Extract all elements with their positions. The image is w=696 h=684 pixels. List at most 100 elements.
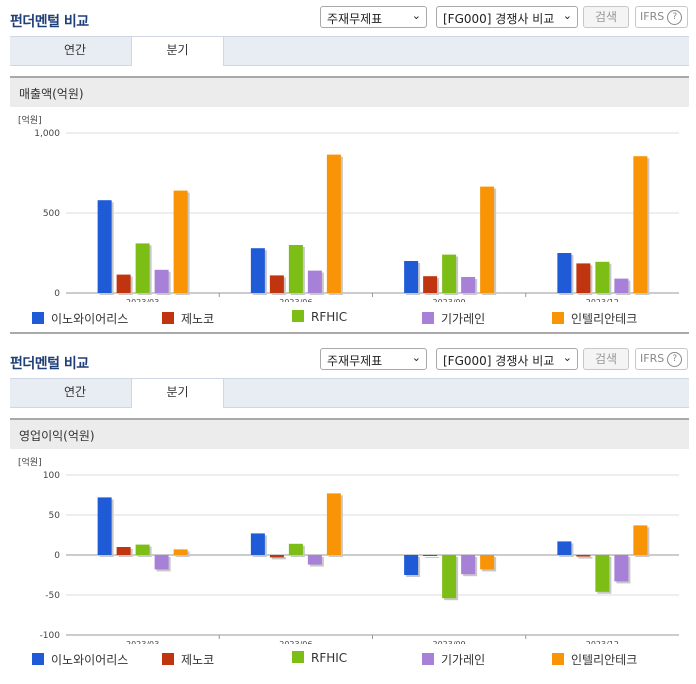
legend-swatch: [292, 651, 304, 663]
bar: [633, 525, 648, 555]
legend-item: 인텔리안테크: [552, 651, 637, 668]
help-icon: ?: [667, 351, 683, 367]
fundamental-panel-revenue: 펀더멘털 비교 주재무제표 ⌄ [FG000] 경쟁사 비교 ⌄ 검색 IFRS…: [0, 0, 696, 340]
tab-annual[interactable]: 연간: [63, 385, 87, 399]
legend-swatch: [32, 653, 44, 665]
legend-item: 기가레인: [422, 310, 485, 327]
x-tick-label: 2023/06: [279, 640, 312, 644]
legend-item: RFHIC: [292, 310, 347, 324]
bar: [404, 261, 419, 293]
bar: [595, 555, 610, 592]
x-tick-label: 2023/09: [433, 640, 466, 644]
legend-swatch: [162, 653, 174, 665]
bar: [442, 555, 457, 599]
chevron-down-icon: ⌄: [411, 351, 421, 364]
bar: [576, 263, 591, 293]
bar: [326, 154, 341, 293]
bar: [442, 254, 457, 293]
bar: [614, 555, 629, 582]
legend-swatch: [422, 653, 434, 665]
ifrs-label: IFRS: [640, 10, 665, 23]
bar: [423, 276, 438, 293]
bar: [288, 543, 303, 555]
bar: [173, 549, 188, 555]
chevron-down-icon: ⌄: [562, 9, 572, 22]
statement-select[interactable]: 주재무제표 ⌄: [320, 6, 427, 28]
ifrs-help-button[interactable]: IFRS?: [635, 348, 688, 370]
x-tick-label: 2023/09: [433, 298, 466, 302]
statement-select[interactable]: 주재무제표 ⌄: [320, 348, 427, 370]
y-tick-label: 50: [49, 511, 61, 521]
fundamental-panel-operating-profit: 펀더멘털 비교 주재무제표 ⌄ [FG000] 경쟁사 비교 ⌄ 검색 IFRS…: [0, 342, 696, 684]
bar: [461, 277, 476, 293]
ifrs-help-button[interactable]: IFRS?: [635, 6, 688, 28]
y-tick-label: 1,000: [34, 129, 60, 139]
bar: [480, 186, 495, 293]
legend-swatch: [552, 653, 564, 665]
legend-swatch: [552, 312, 564, 324]
bar: [480, 555, 495, 570]
bar: [404, 555, 419, 575]
compare-select-value: [FG000] 경쟁사 비교: [443, 354, 555, 368]
legend-item: RFHIC: [292, 651, 347, 665]
legend-swatch: [162, 312, 174, 324]
compare-select[interactable]: [FG000] 경쟁사 비교 ⌄: [436, 348, 578, 370]
section-title: 매출액(억원): [19, 87, 84, 101]
revenue-bar-chart: [억원] 0 500 1,000 2023/03 2023/06 2023/09 2023/1…: [18, 114, 679, 302]
tab-quarterly[interactable]: 분기: [131, 378, 224, 408]
legend-item: 이노와이어리스: [32, 310, 128, 327]
x-tick-label: 2023/12: [586, 640, 619, 644]
legend-item: 기가레인: [422, 651, 485, 668]
section-title: 영업이익(억원): [19, 429, 95, 443]
chevron-down-icon: ⌄: [562, 351, 572, 364]
bar: [633, 156, 648, 293]
compare-select-value: [FG000] 경쟁사 비교: [443, 12, 555, 26]
y-tick-label: 0: [54, 551, 60, 561]
bar: [461, 555, 476, 575]
chart-legend: 이노와이어리스 제노코 RFHIC 기가레인 인텔리안테크: [10, 310, 689, 328]
chart-legend: 이노와이어리스 제노코 RFHIC 기가레인 인텔리안테크: [10, 651, 689, 669]
bar: [557, 541, 572, 555]
bar: [269, 555, 284, 558]
y-tick-label: 0: [54, 289, 60, 299]
bar: [557, 253, 572, 293]
ifrs-label: IFRS: [640, 352, 665, 365]
chevron-down-icon: ⌄: [411, 9, 421, 22]
legend-item: 인텔리안테크: [552, 310, 637, 327]
tab-quarterly[interactable]: 분기: [131, 36, 224, 66]
section-header: 영업이익(억원): [10, 418, 689, 449]
bar-shadow: [578, 557, 593, 559]
x-tick-label: 2023/12: [586, 298, 619, 302]
bar: [116, 274, 131, 293]
panel-title: 펀더멘털 비교: [10, 14, 89, 30]
bar: [97, 497, 112, 555]
bar: [135, 544, 150, 555]
y-axis-unit-label: [억원]: [18, 456, 42, 468]
bar: [307, 555, 322, 565]
legend-item: 이노와이어리스: [32, 651, 128, 668]
bar: [288, 245, 303, 293]
bar: [307, 270, 322, 293]
bar: [97, 200, 112, 293]
legend-swatch: [292, 310, 304, 322]
search-button[interactable]: 검색: [583, 6, 629, 28]
bar: [250, 533, 265, 555]
help-icon: ?: [667, 9, 683, 25]
y-tick-label: -100: [40, 631, 61, 641]
x-tick-label: 2023/06: [279, 298, 312, 302]
y-tick-label: -50: [45, 591, 60, 601]
bar-shadow: [271, 557, 286, 560]
statement-select-value: 주재무제표: [327, 12, 383, 26]
tab-annual[interactable]: 연간: [63, 43, 87, 57]
compare-select[interactable]: [FG000] 경쟁사 비교 ⌄: [436, 6, 578, 28]
bar: [326, 493, 341, 555]
bar: [614, 278, 629, 293]
legend-swatch: [32, 312, 44, 324]
x-tick-label: 2023/03: [126, 298, 159, 302]
legend-item: 제노코: [162, 310, 214, 327]
bar: [576, 555, 591, 557]
bar: [595, 261, 610, 293]
panel-title: 펀더멘털 비교: [10, 356, 89, 372]
section-header: 매출액(억원): [10, 76, 689, 107]
search-button[interactable]: 검색: [583, 348, 629, 370]
